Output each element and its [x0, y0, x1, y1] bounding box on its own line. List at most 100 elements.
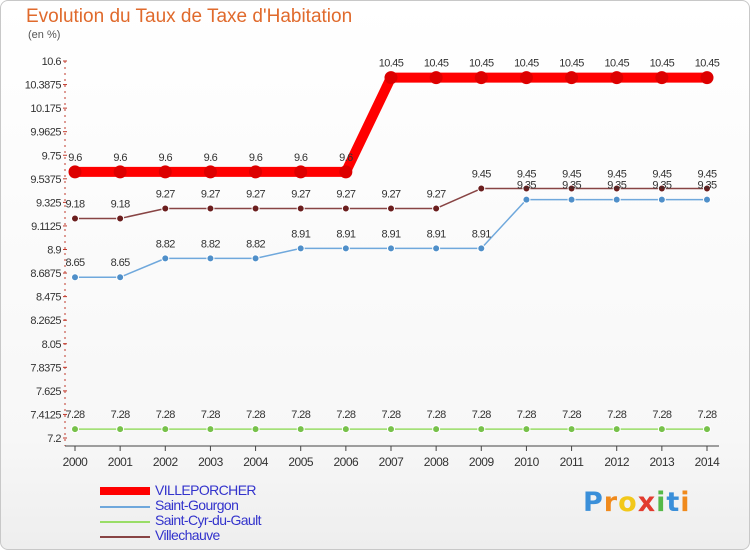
- data-point-villechauve: [341, 204, 350, 213]
- data-label-villeporcher: 9.6: [68, 152, 82, 164]
- data-label-saint-gourgon: 8.91: [427, 228, 446, 240]
- y-tick-label: 8.9: [47, 245, 61, 257]
- logo-letter: i: [656, 487, 667, 518]
- y-tick-label: 10.6: [42, 56, 62, 68]
- data-point-villechauve: [703, 184, 711, 193]
- y-tick-label: 10.3875: [25, 80, 62, 92]
- data-point-villeporcher: [68, 165, 82, 179]
- data-label-saint-cyr-du-gault: 7.28: [652, 409, 671, 421]
- x-tick-label: 2003: [198, 455, 224, 469]
- data-point-saint-cyr-du-gault: [612, 425, 621, 434]
- x-tick-label: 2014: [695, 455, 721, 469]
- data-point-saint-gourgon: [161, 254, 170, 263]
- data-label-villechauve: 9.27: [201, 188, 220, 200]
- data-point-saint-gourgon: [387, 244, 395, 253]
- data-point-villechauve: [522, 184, 531, 193]
- data-point-saint-cyr-du-gault: [206, 425, 215, 434]
- y-tick-label: 7.2: [47, 433, 61, 445]
- legend-label-saint-cyr-du-gault: Saint-Cyr-du-Gault: [155, 512, 262, 528]
- data-label-saint-gourgon: 9.35: [562, 180, 581, 192]
- data-point-saint-cyr-du-gault: [477, 425, 486, 434]
- data-label-villeporcher: 10.45: [469, 58, 494, 70]
- data-label-villeporcher: 10.45: [379, 58, 404, 70]
- data-label-saint-gourgon: 8.65: [111, 257, 130, 269]
- y-tick-label: 7.625: [36, 386, 61, 398]
- data-point-saint-cyr-du-gault: [657, 425, 666, 434]
- data-label-saint-cyr-du-gault: 7.28: [427, 409, 446, 421]
- data-label-villechauve: 9.18: [65, 198, 84, 210]
- data-label-villechauve: 9.27: [291, 188, 310, 200]
- data-point-villechauve: [161, 204, 170, 213]
- x-tick-label: 2009: [469, 455, 495, 469]
- legend-item-saint-gourgon: Saint-Gourgon: [100, 497, 400, 514]
- data-point-saint-gourgon: [522, 195, 531, 204]
- data-label-saint-cyr-du-gault: 7.28: [562, 409, 581, 421]
- data-label-villechauve: 9.45: [562, 169, 581, 181]
- y-tick-label: 8.2625: [30, 315, 61, 327]
- legend-item-villechauve: Villechauve: [100, 527, 400, 544]
- data-label-saint-cyr-du-gault: 7.28: [291, 409, 310, 421]
- chart-title: Evolution du Taux de Taxe d'Habitation: [26, 6, 353, 27]
- data-point-saint-gourgon: [612, 195, 621, 204]
- data-label-villeporcher: 9.6: [294, 152, 308, 164]
- data-point-villechauve: [251, 204, 260, 213]
- data-point-villechauve: [567, 184, 576, 193]
- data-point-villeporcher: [384, 71, 398, 85]
- logo-letter: i: [680, 487, 691, 518]
- legend-item-villeporcher: VILLEPORCHER: [100, 482, 400, 499]
- data-point-villechauve: [387, 204, 395, 213]
- legend-swatch-villeporcher: [100, 487, 150, 495]
- data-label-villechauve: 9.27: [427, 188, 446, 200]
- data-point-saint-gourgon: [296, 244, 305, 253]
- data-point-villeporcher: [700, 71, 714, 85]
- data-label-villeporcher: 10.45: [559, 58, 584, 70]
- x-tick-label: 2002: [153, 455, 179, 469]
- data-point-saint-cyr-du-gault: [522, 425, 531, 434]
- data-point-villechauve: [206, 204, 215, 213]
- legend-swatch-saint-cyr-du-gault: [100, 521, 150, 523]
- x-tick-label: 2010: [514, 455, 540, 469]
- data-point-saint-gourgon: [251, 254, 260, 263]
- data-point-saint-gourgon: [477, 244, 486, 253]
- data-label-villeporcher: 9.6: [159, 152, 173, 164]
- data-point-villeporcher: [203, 165, 217, 179]
- data-point-saint-cyr-du-gault: [567, 425, 576, 434]
- data-point-villechauve: [432, 204, 441, 213]
- data-label-villechauve: 9.45: [697, 169, 716, 181]
- data-point-villeporcher: [519, 71, 533, 85]
- y-tick-label: 7.4125: [30, 409, 61, 421]
- data-label-saint-gourgon: 8.82: [246, 238, 265, 250]
- y-tick-label: 8.6875: [30, 268, 61, 280]
- data-point-saint-gourgon: [116, 273, 125, 282]
- data-point-villeporcher: [474, 71, 488, 85]
- data-label-villeporcher: 10.45: [650, 58, 675, 70]
- data-label-villeporcher: 9.6: [249, 152, 263, 164]
- data-label-saint-gourgon: 8.65: [65, 257, 84, 269]
- data-label-saint-gourgon: 8.91: [381, 228, 400, 240]
- y-tick-label: 8.05: [42, 339, 62, 351]
- chart-legend: VILLEPORCHER Saint-Gourgon Saint-Cyr-du-…: [100, 482, 400, 544]
- y-tick-label: 9.75: [42, 150, 62, 162]
- y-tick-label: 9.5375: [30, 174, 61, 186]
- data-label-villechauve: 9.27: [381, 188, 400, 200]
- data-label-villechauve: 9.27: [246, 188, 265, 200]
- data-point-villechauve: [296, 204, 305, 213]
- x-tick-label: 2008: [424, 455, 450, 469]
- data-point-villeporcher: [339, 165, 353, 179]
- data-point-saint-cyr-du-gault: [71, 425, 79, 434]
- legend-label-villechauve: Villechauve: [155, 527, 220, 543]
- x-tick-label: 2013: [650, 455, 676, 469]
- data-point-villeporcher: [158, 165, 172, 179]
- data-point-saint-gourgon: [703, 195, 711, 204]
- y-tick-label: 7.8375: [30, 362, 61, 374]
- data-label-saint-cyr-du-gault: 7.28: [607, 409, 626, 421]
- data-label-saint-gourgon: 9.35: [517, 180, 536, 192]
- data-label-saint-gourgon: 9.35: [607, 180, 626, 192]
- proxiti-logo: Proxiti: [583, 487, 691, 518]
- legend-swatch-villechauve: [100, 536, 150, 538]
- data-point-villechauve: [477, 184, 486, 193]
- legend-label-villeporcher: VILLEPORCHER: [155, 482, 257, 498]
- data-label-villeporcher: 9.6: [339, 152, 353, 164]
- data-label-saint-gourgon: 8.91: [472, 228, 491, 240]
- x-tick-label: 2007: [379, 455, 405, 469]
